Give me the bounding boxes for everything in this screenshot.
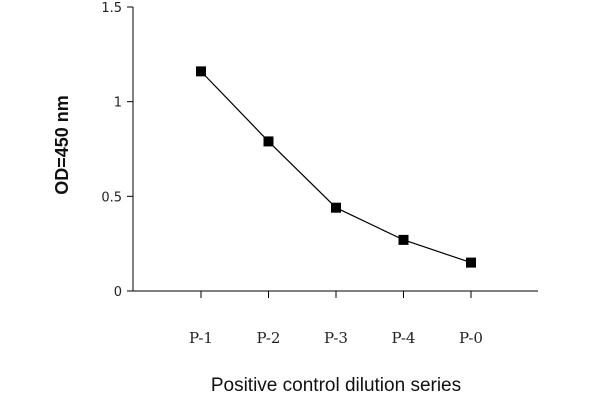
data-point-marker [398,234,409,245]
y-axis-label: OD=450 nm [52,95,72,195]
data-point-marker [263,136,274,147]
x-tick-label: P-2 [257,329,281,347]
x-tick-label: P-1 [189,329,213,347]
y-tick-label: 0 [114,285,122,300]
x-axis-label: Positive control dilution series [211,375,461,396]
x-tick-label: P-3 [324,329,348,347]
axes [132,7,538,292]
y-tick-label: 0.5 [101,190,122,205]
series-line-layer [200,70,472,264]
data-point-marker [196,66,206,77]
series-line [200,70,472,264]
tick-labels: 0 0.5 1 1.5 P-1 P-2 P-3 P-4 P-0 [101,1,483,347]
x-tick-label: P-0 [459,329,483,347]
data-point-marker [466,257,476,268]
tick-marks [127,6,472,298]
y-tick-label: 1.5 [101,1,122,16]
y-tick-label: 1 [114,96,122,111]
x-tick-label: P-4 [392,329,416,347]
data-point-marker [331,202,341,213]
data-markers [196,66,476,268]
